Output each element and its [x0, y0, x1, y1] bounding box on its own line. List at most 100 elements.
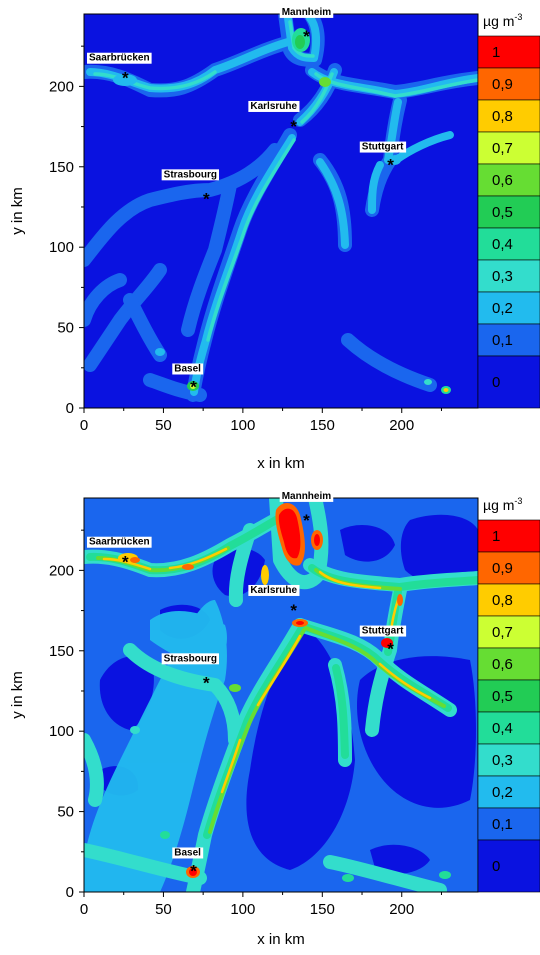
top-colorbar: µg m-3 1 0,9 0,8 0,7 0,6 0,5 0,4 0,3 0,2 0,1 0	[477, 12, 540, 409]
city-label-background	[172, 363, 204, 375]
top-x-tick-label: 150	[310, 417, 335, 434]
colorbar-level-label: 0	[492, 374, 500, 391]
colorbar-level-label: 0,5	[492, 688, 513, 705]
city-star-marker: *	[203, 189, 210, 208]
colorbar-swatch	[477, 227, 540, 261]
top-hotspot-layer	[113, 28, 451, 394]
top-colorbar-cell: 0,3	[477, 259, 540, 293]
colorbar-level-label: 0,3	[492, 268, 513, 285]
city-label-background	[359, 625, 407, 637]
city-star-marker: *	[122, 553, 129, 572]
city-mannheim: Mannheim *	[279, 490, 334, 530]
city-label-background	[87, 536, 152, 548]
bottom-y-axis-label: y in km	[9, 671, 26, 719]
colorbar-level-label: 0,2	[492, 784, 513, 801]
city-mannheim: Mannheim *	[279, 6, 334, 46]
colorbar-level-label: 0,1	[492, 816, 513, 833]
colorbar-swatch	[477, 839, 540, 893]
city-label: Mannheim	[282, 491, 332, 502]
colorbar-level-label: 0,8	[492, 108, 513, 125]
top-y-tick-label: 0	[66, 400, 74, 417]
colorbar-swatch	[477, 195, 540, 229]
bottom-y-tick-label: 200	[49, 562, 74, 579]
city-label-background	[248, 584, 300, 596]
top-core-layer	[93, 20, 478, 342]
top-y-tick-label: 150	[49, 159, 74, 176]
city-strasbourg: Strasbourg *	[161, 653, 220, 692]
city-karlsruhe: Karlsruhe *	[248, 584, 300, 620]
city-label: Strasbourg	[164, 169, 217, 180]
top-x-axis-label: x in km	[257, 455, 305, 472]
bottom-y-tick-label: 50	[57, 804, 74, 821]
colorbar-level-label: 0,4	[492, 720, 513, 737]
colorbar-level-label: 0,7	[492, 140, 513, 157]
city-basel: Basel *	[172, 847, 204, 880]
city-basel: Basel *	[172, 363, 204, 396]
city-label: Basel	[174, 363, 201, 374]
top-background-field	[84, 14, 478, 408]
colorbar-swatch	[477, 519, 540, 553]
bottom-x-tick-label: 50	[155, 901, 172, 918]
top-y-tick-label: 50	[57, 320, 74, 337]
colorbar-swatch	[477, 679, 540, 713]
city-label: Stuttgart	[362, 626, 404, 637]
bottom-x-tick-label: 200	[389, 901, 414, 918]
top-axes: 0 50 100 150 200 0 50 100 150 200	[49, 45, 442, 434]
colorbar-swatch	[477, 711, 540, 745]
bottom-axes: 0 50 100 150 200 0 50 100 150 200	[49, 529, 442, 918]
bottom-colorbar-unit: µg m-3	[483, 496, 522, 513]
top-y-tick-label: 100	[49, 239, 74, 256]
bottom-colorbar-cell: 0,7	[477, 615, 540, 649]
bottom-colorbar: µg m-3 1 0,9 0,8 0,7 0,6 0,5 0,4 0,3 0,2 0,1 0	[477, 496, 540, 893]
top-heatmap-field	[84, 14, 478, 408]
bottom-colorbar-cell: 0,2	[477, 775, 540, 809]
bottom-colorbar-cell: 0,6	[477, 647, 540, 681]
top-x-tick-label: 50	[155, 417, 172, 434]
city-star-marker: *	[303, 27, 310, 46]
city-label-background	[279, 490, 334, 502]
city-label: Saarbrücken	[89, 537, 150, 548]
colorbar-swatch	[477, 647, 540, 681]
top-x-tick-label: 200	[389, 417, 414, 434]
city-star-marker: *	[387, 156, 394, 175]
bottom-colorbar-cell: 0	[477, 839, 540, 893]
bottom-x-tick-label: 0	[80, 901, 88, 918]
colorbar-level-label: 0,9	[492, 560, 513, 577]
top-colorbar-cell: 0,5	[477, 195, 540, 229]
city-label-background	[279, 6, 334, 18]
colorbar-swatch	[477, 583, 540, 617]
colorbar-level-label: 0,1	[492, 332, 513, 349]
colorbar-level-label: 1	[492, 528, 500, 545]
colorbar-swatch	[477, 355, 540, 409]
city-stuttgart: Stuttgart *	[359, 625, 407, 659]
top-colorbar-cell: 0,6	[477, 163, 540, 197]
city-stuttgart: Stuttgart *	[359, 141, 407, 175]
city-label-background	[248, 100, 300, 112]
colorbar-swatch	[477, 551, 540, 585]
top-x-tick-label: 100	[230, 417, 255, 434]
colorbar-level-label: 0,5	[492, 204, 513, 221]
colorbar-swatch	[477, 99, 540, 133]
city-star-marker: *	[387, 640, 394, 659]
bottom-y-tick-label: 150	[49, 643, 74, 660]
colorbar-level-label: 0,6	[492, 656, 513, 673]
colorbar-level-label: 0,2	[492, 300, 513, 317]
top-colorbar-cell: 0,4	[477, 227, 540, 261]
city-star-marker: *	[290, 601, 297, 620]
colorbar-swatch	[477, 67, 540, 101]
city-label: Mannheim	[282, 7, 332, 18]
colorbar-swatch	[477, 259, 540, 293]
colorbar-swatch	[477, 615, 540, 649]
colorbar-swatch	[477, 807, 540, 841]
city-star-marker: *	[203, 673, 210, 692]
city-star-marker: *	[190, 377, 197, 396]
bottom-colorbar-cell: 0,8	[477, 583, 540, 617]
bottom-colorbar-cell: 0,9	[477, 551, 540, 585]
city-saarbrcken: Saarbrücken *	[87, 536, 152, 572]
colorbar-level-label: 1	[492, 44, 500, 61]
bottom-colorbar-cell: 0,4	[477, 711, 540, 745]
top-y-tick-label: 200	[49, 78, 74, 95]
bottom-city-markers: Mannheim*Saarbrücken*Karlsruhe*Stuttgart…	[87, 490, 407, 880]
